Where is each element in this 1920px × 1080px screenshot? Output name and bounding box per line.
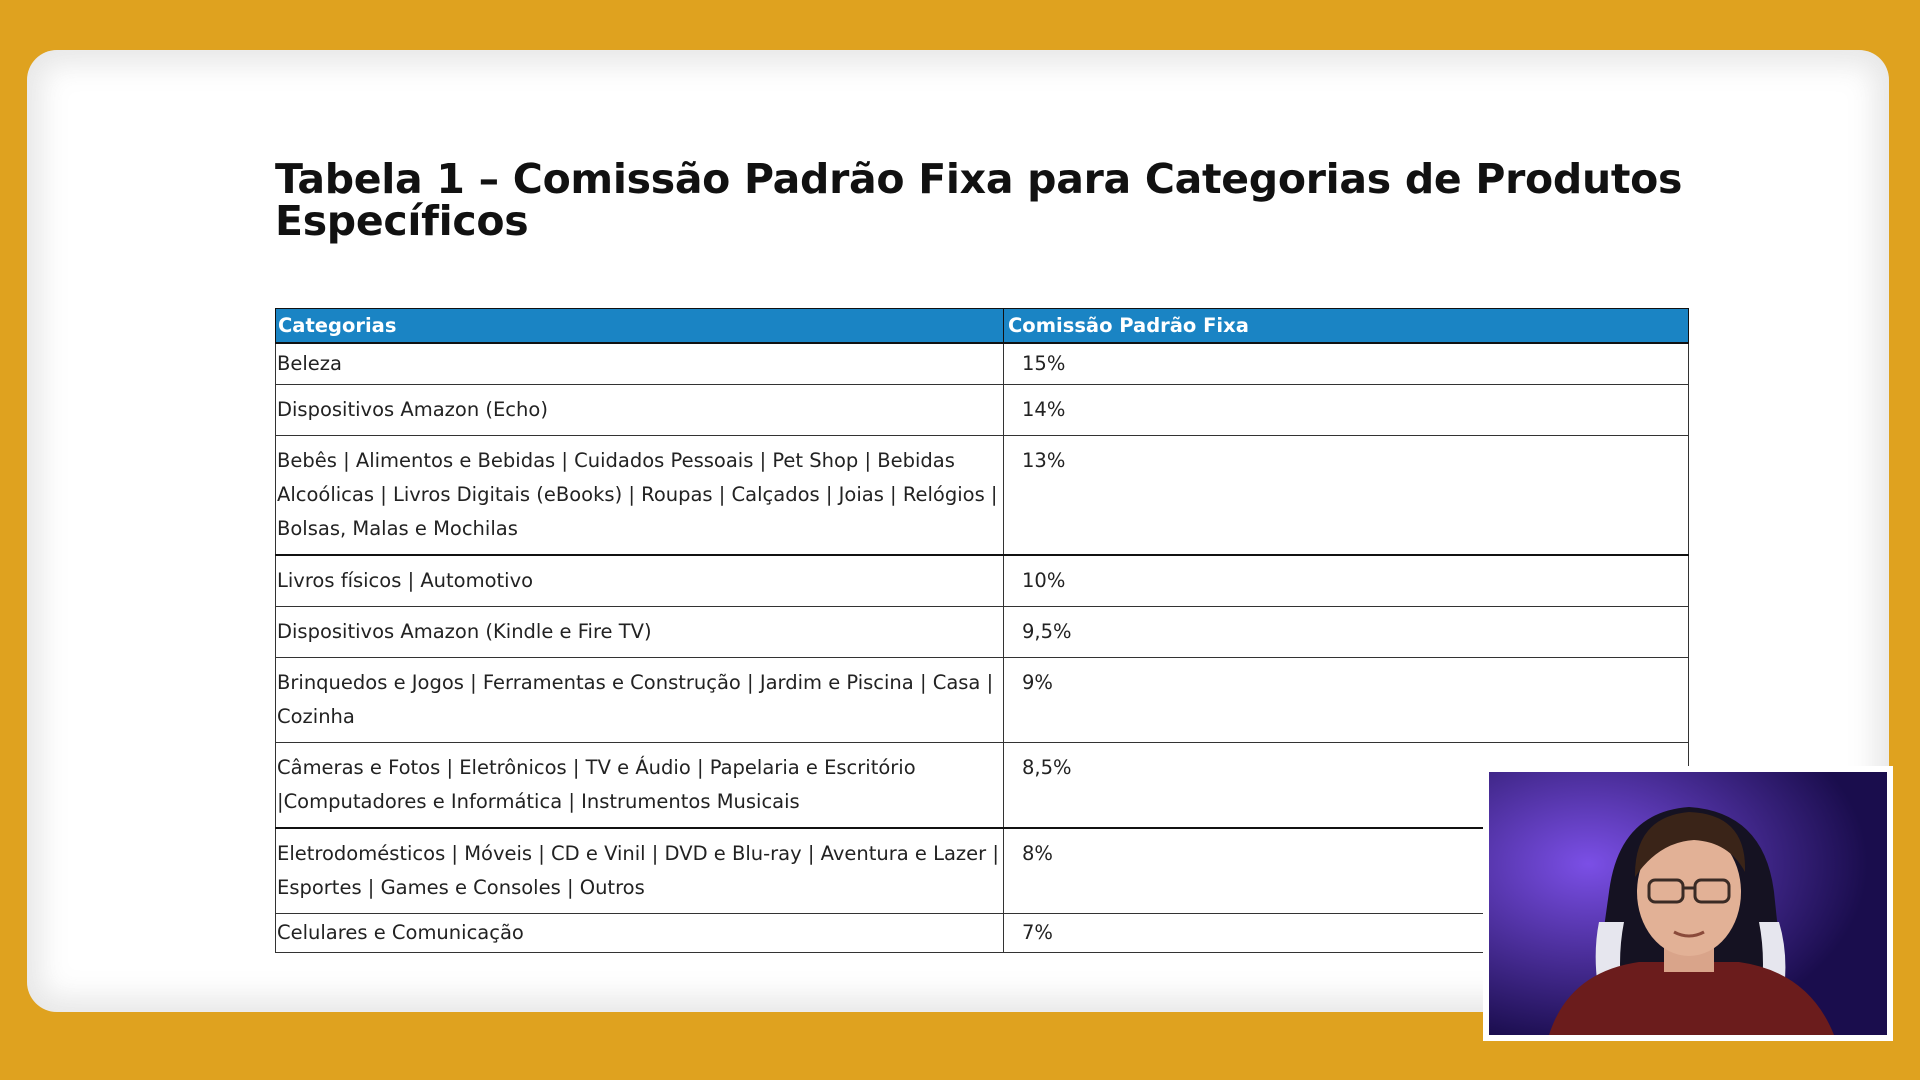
table-title: Tabela 1 – Comissão Padrão Fixa para Cat… xyxy=(275,155,1683,245)
table-row: Bebês | Alimentos e Bebidas | Cuidados P… xyxy=(275,435,1689,556)
table-row: Eletrodomésticos | Móveis | CD e Vinil |… xyxy=(275,827,1689,914)
category-cell: Dispositivos Amazon (Echo) xyxy=(275,384,1004,436)
commission-cell: 9,5% xyxy=(1003,606,1689,658)
header-categories: Categorias xyxy=(275,308,1004,344)
commission-cell: 15% xyxy=(1003,342,1689,385)
commission-cell: 9% xyxy=(1003,657,1689,743)
presenter-illustration xyxy=(1489,772,1887,1035)
category-cell: Eletrodomésticos | Móveis | CD e Vinil |… xyxy=(275,827,1004,914)
webcam-overlay xyxy=(1483,766,1893,1041)
table-row: Brinquedos e Jogos | Ferramentas e Const… xyxy=(275,657,1689,743)
table-row: Dispositivos Amazon (Kindle e Fire TV) 9… xyxy=(275,606,1689,658)
category-cell: Brinquedos e Jogos | Ferramentas e Const… xyxy=(275,657,1004,743)
table-row: Câmeras e Fotos | Eletrônicos | TV e Áud… xyxy=(275,742,1689,829)
category-cell: Livros físicos | Automotivo xyxy=(275,554,1004,607)
table-row: Dispositivos Amazon (Echo) 14% xyxy=(275,384,1689,436)
commission-table: Categorias Comissão Padrão Fixa Beleza 1… xyxy=(275,308,1689,953)
commission-cell: 10% xyxy=(1003,554,1689,607)
category-cell: Dispositivos Amazon (Kindle e Fire TV) xyxy=(275,606,1004,658)
commission-cell: 14% xyxy=(1003,384,1689,436)
webcam-video xyxy=(1489,772,1887,1035)
table-header-row: Categorias Comissão Padrão Fixa xyxy=(275,308,1689,344)
table-row: Livros físicos | Automotivo 10% xyxy=(275,554,1689,607)
commission-cell: 13% xyxy=(1003,435,1689,556)
table-row: Celulares e Comunicação 7% xyxy=(275,913,1689,953)
category-cell: Celulares e Comunicação xyxy=(275,913,1004,953)
header-commission: Comissão Padrão Fixa xyxy=(1003,308,1689,344)
category-cell: Câmeras e Fotos | Eletrônicos | TV e Áud… xyxy=(275,742,1004,829)
category-cell: Beleza xyxy=(275,342,1004,385)
table-row: Beleza 15% xyxy=(275,342,1689,385)
slide-card: Tabela 1 – Comissão Padrão Fixa para Cat… xyxy=(27,50,1889,1012)
category-cell: Bebês | Alimentos e Bebidas | Cuidados P… xyxy=(275,435,1004,556)
